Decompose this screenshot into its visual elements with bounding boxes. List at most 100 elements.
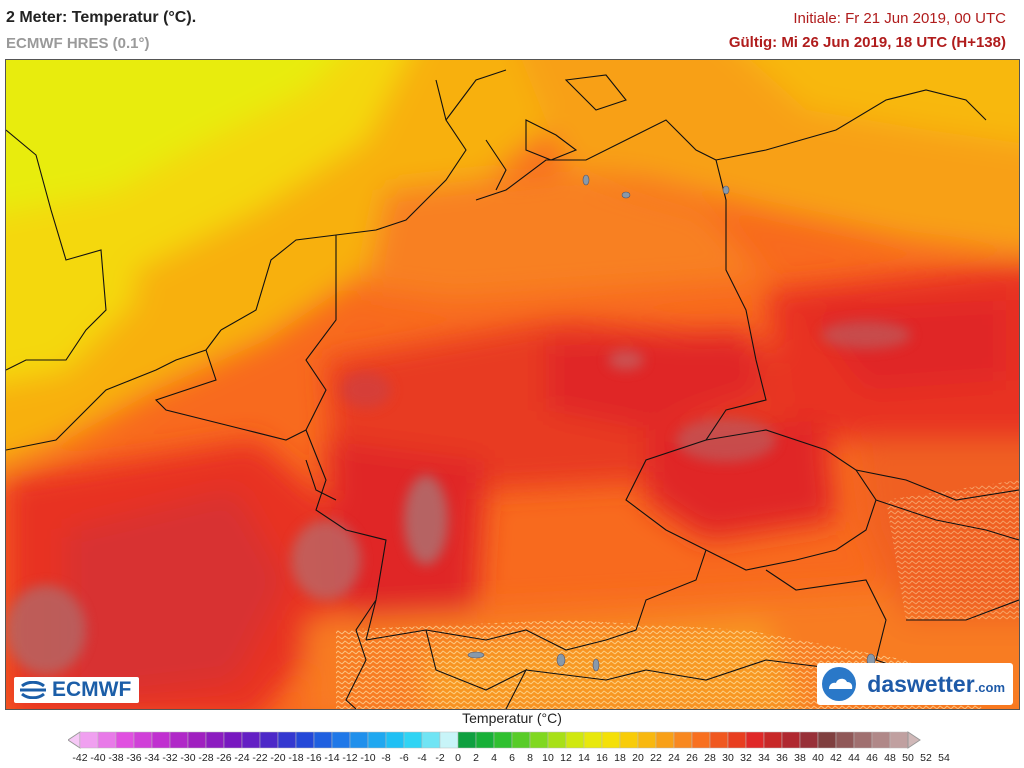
legend-tick-label: 12 — [560, 752, 572, 764]
legend-tick-label: 46 — [866, 752, 878, 764]
legend-title: Temperatur (°C) — [462, 710, 562, 726]
legend-swatch — [511, 731, 531, 749]
legend-swatch — [745, 731, 765, 749]
legend-tick-label: 24 — [668, 752, 680, 764]
legend-swatch — [277, 731, 297, 749]
legend-tick-label: -18 — [288, 752, 304, 764]
legend-tick-label: 36 — [776, 752, 788, 764]
legend-tick-label: -4 — [417, 752, 427, 764]
legend-tick-label: -20 — [270, 752, 286, 764]
legend-tick-label: -2 — [435, 752, 445, 764]
legend-swatch — [853, 731, 873, 749]
legend-tick-label: -30 — [180, 752, 196, 764]
legend-swatch — [403, 731, 423, 749]
map-canvas — [6, 60, 1019, 709]
legend-swatch — [349, 731, 369, 749]
ecmwf-logo-text: ECMWF — [52, 678, 132, 701]
legend-tick-label: -42 — [72, 752, 88, 764]
legend-swatch — [205, 731, 225, 749]
legend-swatch — [493, 731, 513, 749]
legend-tick-label: 48 — [884, 752, 896, 764]
legend-swatch — [565, 731, 585, 749]
legend-tick-label: 30 — [722, 752, 734, 764]
legend-swatch — [259, 731, 279, 749]
legend-tick-label: 6 — [509, 752, 515, 764]
legend-tick-label: 8 — [527, 752, 533, 764]
legend-swatch — [79, 731, 99, 749]
legend-tick-label: -24 — [234, 752, 250, 764]
legend-tick-label: -28 — [198, 752, 214, 764]
legend-tick-label: 28 — [704, 752, 716, 764]
legend-swatch — [223, 731, 243, 749]
legend-swatch — [529, 731, 549, 749]
legend-tick-label: -22 — [252, 752, 268, 764]
legend-tick-label: 26 — [686, 752, 698, 764]
legend-swatch — [763, 731, 783, 749]
legend-tick-label: 16 — [596, 752, 608, 764]
legend-swatch — [385, 731, 405, 749]
legend-tick-label: 20 — [632, 752, 644, 764]
legend-tick-label: -40 — [90, 752, 106, 764]
legend-swatch — [637, 731, 657, 749]
legend-tick-label: 10 — [542, 752, 554, 764]
legend-swatch — [781, 731, 801, 749]
daswetter-name: daswetter — [867, 670, 975, 697]
legend-tick-label: -34 — [144, 752, 160, 764]
legend-swatch — [709, 731, 729, 749]
borders — [6, 69, 1019, 709]
legend-swatch — [889, 731, 909, 749]
legend-swatch — [601, 731, 621, 749]
legend-swatch — [871, 731, 891, 749]
legend-ticks: -42 -40 -38 -36 -34 -32 -30 -28 -26 -24 -22 -20 -18-… — [0, 752, 1024, 766]
legend-tick-label: -38 — [108, 752, 124, 764]
legend-tick-label: 22 — [650, 752, 662, 764]
legend-swatch — [673, 731, 693, 749]
legend-tick-label: -36 — [126, 752, 142, 764]
legend-swatch — [727, 731, 747, 749]
legend-swatch — [151, 731, 171, 749]
legend-swatch — [547, 731, 567, 749]
legend-tick-label: 2 — [473, 752, 479, 764]
legend-tick-label: -32 — [162, 752, 178, 764]
legend-swatch — [583, 731, 603, 749]
legend-swatch — [817, 731, 837, 749]
chart-title: 2 Meter: Temperatur (°C). — [6, 9, 197, 26]
legend-tick-label: 40 — [812, 752, 824, 764]
temperature-map[interactable]: ECMWF daswetter.com — [5, 59, 1020, 710]
legend-swatch — [421, 731, 441, 749]
legend-tick-label: -12 — [342, 752, 358, 764]
legend-tick-label: 44 — [848, 752, 860, 764]
legend-swatch — [457, 731, 477, 749]
legend-swatch — [799, 731, 819, 749]
legend-swatch — [241, 731, 261, 749]
legend-swatch — [691, 731, 711, 749]
legend-swatch — [169, 731, 189, 749]
valid-time: Gültig: Mi 26 Jun 2019, 18 UTC (H+138) — [728, 34, 1006, 51]
legend-swatch — [619, 731, 639, 749]
legend-swatch — [367, 731, 387, 749]
legend-swatch — [475, 731, 495, 749]
legend-tick-label: -6 — [399, 752, 409, 764]
legend-tick-label: 34 — [758, 752, 770, 764]
temperature-field — [6, 60, 1019, 709]
legend-swatch — [439, 731, 459, 749]
legend-tick-label: 50 — [902, 752, 914, 764]
legend-swatch — [115, 731, 135, 749]
ecmwf-logo: ECMWF — [14, 677, 140, 703]
ecmwf-swirl-icon — [20, 681, 46, 699]
daswetter-tld: .com — [974, 679, 1005, 695]
legend-tick-label: -16 — [306, 752, 322, 764]
model-label: ECMWF HRES (0.1°) — [6, 35, 150, 52]
legend-tick-label: -8 — [381, 752, 391, 764]
hotspots — [6, 321, 911, 675]
daswetter-logo[interactable]: daswetter.com — [817, 663, 1013, 705]
legend-tick-label: 52 — [920, 752, 932, 764]
legend-tick-label: 54 — [938, 752, 950, 764]
legend-tick-label: 38 — [794, 752, 806, 764]
legend-tick-label: -26 — [216, 752, 232, 764]
legend-swatch — [331, 731, 351, 749]
legend-arrow-high — [907, 731, 921, 749]
legend-swatch — [133, 731, 153, 749]
init-time: Initiale: Fr 21 Jun 2019, 00 UTC — [793, 10, 1006, 27]
legend-arrow-low — [68, 731, 81, 749]
